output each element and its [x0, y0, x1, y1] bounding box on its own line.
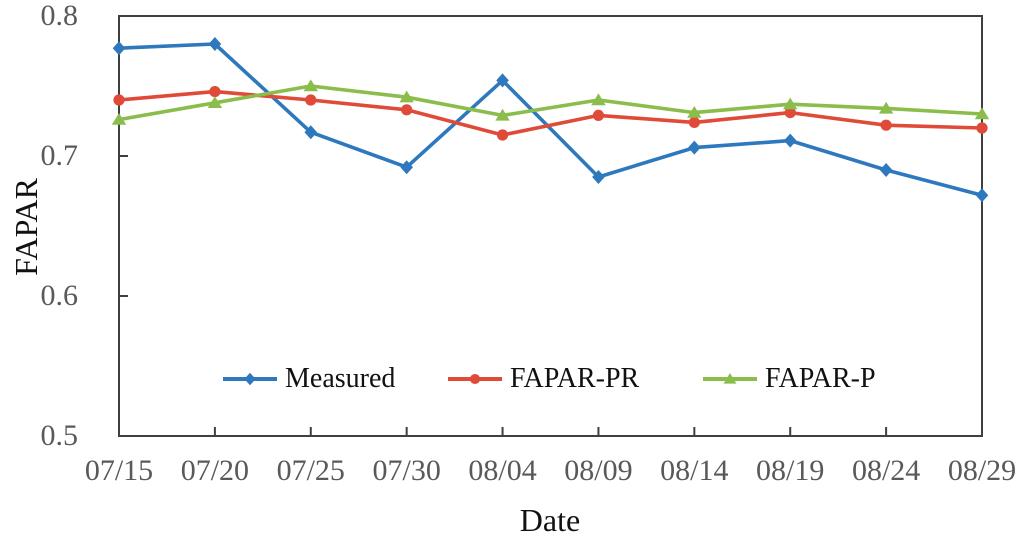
circle-marker-icon	[448, 373, 502, 385]
y-tick-label: 0.7	[40, 139, 79, 172]
y-tick-label: 0.5	[40, 419, 79, 452]
x-tick-label: 08/29	[947, 454, 1017, 487]
x-tick-label: 08/19	[756, 454, 825, 487]
legend-item-measured: Measured	[223, 362, 395, 396]
y-tick-label: 0.8	[40, 0, 79, 32]
x-tick-label: 07/20	[180, 454, 250, 487]
legend-item-fapar-pr: FAPAR-PR	[448, 362, 639, 396]
x-tick-label: 08/14	[660, 454, 729, 487]
x-axis-title: Date	[519, 502, 581, 538]
x-tick-label: 07/25	[276, 454, 345, 487]
legend-label: Measured	[285, 363, 396, 394]
x-tick-label: 08/24	[851, 454, 921, 487]
legend-item-fapar-p: FAPAR-P	[703, 362, 876, 396]
x-tick-label: 08/09	[564, 454, 633, 487]
triangle-marker-icon	[703, 373, 757, 384]
x-tick-label: 08/04	[468, 454, 537, 487]
diamond-marker-icon	[223, 372, 277, 386]
legend-label: FAPAR-PR	[510, 363, 640, 394]
x-tick-label: 07/30	[372, 454, 441, 487]
x-tick-label: 07/15	[84, 454, 154, 487]
y-tick-label: 0.6	[40, 279, 79, 312]
legend-label: FAPAR-P	[765, 363, 876, 394]
